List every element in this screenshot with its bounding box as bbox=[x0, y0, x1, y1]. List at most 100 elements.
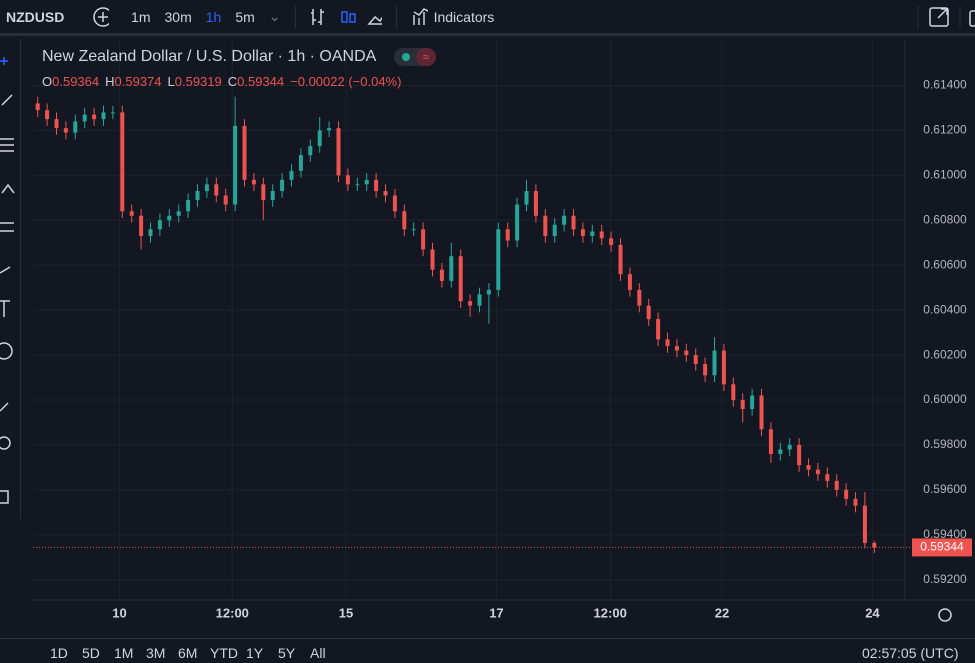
candle-body bbox=[834, 480, 839, 490]
candle-body bbox=[562, 215, 567, 225]
candle-body bbox=[261, 184, 266, 201]
candle-body bbox=[73, 121, 78, 133]
candle-body bbox=[110, 112, 115, 114]
y-tick-label: 0.61200 bbox=[923, 123, 967, 137]
change: −0.00022 (−0.04%) bbox=[290, 74, 402, 89]
clock: 02:57:05 (UTC) bbox=[862, 645, 959, 661]
candle-body bbox=[477, 294, 482, 306]
candle-body bbox=[693, 355, 698, 365]
symbol[interactable]: NZDUSD bbox=[6, 8, 65, 25]
candle-body bbox=[327, 128, 332, 131]
candle-body bbox=[703, 364, 708, 376]
candle-body bbox=[289, 170, 294, 180]
candle-body bbox=[590, 231, 595, 236]
candle-body bbox=[421, 229, 426, 250]
last-price-box bbox=[912, 538, 972, 557]
candle-body bbox=[430, 249, 435, 270]
y-tick-label: 0.60600 bbox=[923, 257, 967, 271]
candle-body bbox=[571, 215, 576, 230]
indicators[interactable]: Indicators bbox=[433, 8, 495, 25]
candle-body bbox=[35, 103, 40, 111]
settings-icon[interactable] bbox=[938, 608, 952, 622]
ohlc-key: C bbox=[227, 74, 238, 89]
interval[interactable]: 30m bbox=[164, 8, 192, 25]
candle-body bbox=[364, 179, 369, 185]
candle-body bbox=[656, 319, 661, 340]
interval[interactable]: 5m bbox=[235, 8, 255, 25]
x-tick-label: 12:00 bbox=[594, 605, 627, 620]
candle-body bbox=[411, 229, 416, 231]
tool-icons[interactable] bbox=[0, 39, 20, 519]
legend: New Zealand Dollar / U.S. Dollar · 1h · … bbox=[42, 48, 436, 66]
candle-body bbox=[797, 444, 802, 466]
chart-type-icons[interactable] bbox=[309, 6, 383, 28]
candle-body bbox=[684, 350, 689, 356]
x-tick-label: 22 bbox=[715, 605, 729, 620]
candle-body bbox=[45, 110, 50, 120]
ohlc-key: L bbox=[167, 74, 175, 89]
range-button[interactable]: YTD bbox=[210, 645, 238, 661]
add-icon[interactable] bbox=[92, 6, 110, 28]
candle-body bbox=[731, 384, 736, 401]
candle-body bbox=[458, 256, 463, 302]
candle-body bbox=[402, 211, 407, 230]
indicators-icon[interactable] bbox=[411, 6, 428, 28]
range-button[interactable]: 1D bbox=[50, 645, 68, 661]
candle-body bbox=[627, 274, 632, 290]
candle-body bbox=[740, 400, 745, 410]
range-button[interactable]: 3M bbox=[146, 645, 166, 661]
candle-body bbox=[486, 289, 491, 295]
candle-body bbox=[505, 229, 510, 241]
candle-body bbox=[844, 489, 849, 499]
candle-body bbox=[552, 224, 557, 236]
candle-body bbox=[609, 238, 614, 245]
candle-body bbox=[712, 350, 717, 376]
candle-body bbox=[665, 339, 670, 347]
candle-body bbox=[533, 191, 538, 216]
candle-body bbox=[778, 449, 783, 454]
candle-body bbox=[468, 301, 473, 306]
interval[interactable]: 1m bbox=[131, 8, 151, 25]
interval[interactable]: 1h bbox=[205, 8, 222, 25]
drawing-toolbar bbox=[0, 39, 21, 519]
range-button[interactable]: 5D bbox=[82, 645, 100, 661]
range-button[interactable]: All bbox=[310, 645, 326, 661]
candle-body bbox=[759, 395, 764, 430]
right-icons[interactable] bbox=[914, 4, 975, 29]
candle-body bbox=[242, 125, 247, 180]
candle-body bbox=[439, 269, 444, 281]
candle-body bbox=[355, 184, 360, 186]
ohlc-value: 0.59344 bbox=[237, 74, 285, 89]
divider bbox=[396, 5, 397, 28]
y-tick-label: 0.61400 bbox=[923, 78, 967, 92]
candle-body bbox=[524, 191, 529, 205]
y-tick-label: 0.60800 bbox=[923, 212, 967, 226]
candle-body bbox=[82, 114, 87, 122]
candle-body bbox=[345, 175, 350, 185]
candle-body bbox=[233, 125, 238, 205]
last-price-label: 0.59344 bbox=[920, 540, 964, 554]
range-button[interactable]: 6M bbox=[178, 645, 198, 661]
candle-body bbox=[580, 229, 585, 236]
candle-body bbox=[176, 211, 181, 216]
candle-body bbox=[92, 114, 97, 120]
range-button[interactable]: 1Y bbox=[246, 645, 264, 661]
range-button[interactable]: 5Y bbox=[278, 645, 296, 661]
candle-body bbox=[317, 130, 322, 147]
candle-body bbox=[787, 444, 792, 450]
candle-body bbox=[101, 112, 106, 120]
y-tick-label: 0.60000 bbox=[923, 392, 967, 406]
x-tick-label: 17 bbox=[489, 605, 503, 620]
y-tick-label: 0.61000 bbox=[923, 167, 967, 181]
chevron[interactable]: ⌄ bbox=[268, 8, 281, 24]
ohlc-value: 0.59374 bbox=[114, 74, 162, 89]
range-button[interactable]: 1M bbox=[114, 645, 134, 661]
candle-body bbox=[543, 215, 548, 236]
candle-body bbox=[383, 191, 388, 196]
candle-body bbox=[392, 195, 397, 212]
candle-body bbox=[599, 231, 604, 239]
ohlc: O0.59364 H0.59374 L0.59319 C0.59344 −0.00022… bbox=[42, 74, 401, 89]
candle-body bbox=[204, 184, 209, 192]
candle-body bbox=[167, 215, 172, 221]
candle-body bbox=[214, 184, 219, 196]
